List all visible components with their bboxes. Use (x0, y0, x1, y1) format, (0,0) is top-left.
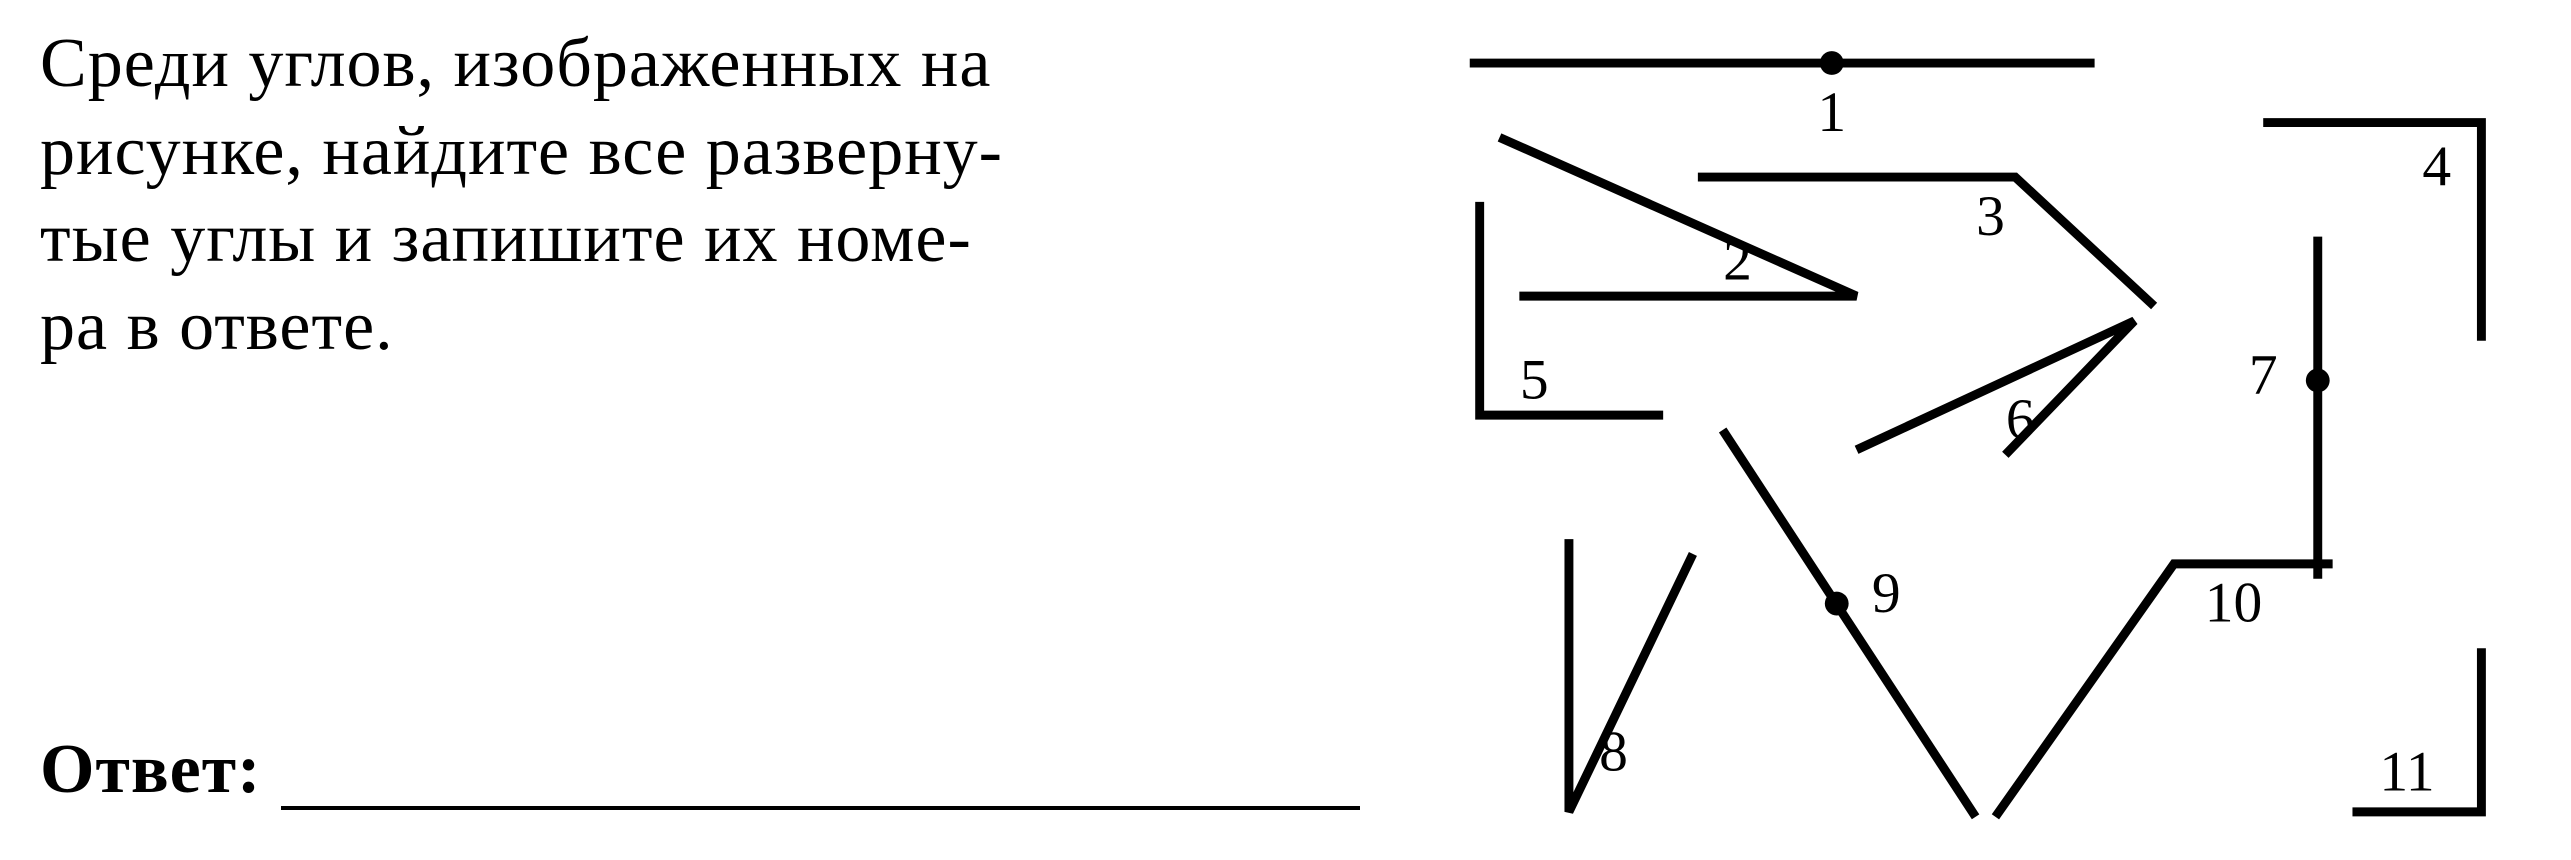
angle-vertex-dot-9 (1825, 592, 1849, 616)
angle-label-8: 8 (1599, 721, 1628, 784)
angle-path-3 (1698, 177, 2154, 306)
page-container: Среди углов, изображенных на рисунке, на… (0, 0, 2571, 860)
angle-label-2: 2 (1723, 230, 1752, 293)
problem-line: ра в ответе. (40, 283, 1400, 371)
angle-label-5: 5 (1520, 349, 1549, 412)
angle-label-3: 3 (1976, 185, 2005, 248)
angle-path-6 (1857, 321, 2135, 455)
angle-6: 6 (1857, 321, 2135, 455)
angle-label-4: 4 (2422, 135, 2451, 198)
angle-vertex-dot-1 (1820, 51, 1844, 75)
angle-5: 5 (1480, 202, 1663, 415)
angle-path-10 (1995, 564, 2332, 817)
angle-label-6: 6 (2006, 388, 2035, 451)
answer-row: Ответ: (40, 730, 1400, 810)
angle-vertex-dot-7 (2306, 369, 2330, 393)
angle-10: 10 (1995, 564, 2332, 817)
angle-label-9: 9 (1872, 562, 1901, 625)
figure-column: 1 2 3 4 5 6 7 8 9 10 11 (1440, 20, 2531, 840)
answer-blank-line (281, 806, 1360, 810)
angle-4: 4 (2263, 123, 2481, 341)
angle-1: 1 (1470, 51, 2095, 144)
angle-label-7: 7 (2249, 344, 2278, 407)
text-column: Среди углов, изображенных на рисунке, на… (40, 20, 1440, 840)
angle-11: 11 (2352, 648, 2481, 812)
answer-label: Ответ: (40, 730, 261, 810)
angles-diagram: 1 2 3 4 5 6 7 8 9 10 11 (1440, 20, 2531, 840)
angle-path-8 (1569, 539, 1693, 812)
problem-line: тые углы и запишите их номе- (40, 195, 1400, 283)
angle-label-11: 11 (2379, 740, 2434, 803)
problem-line: рисунке, найдите все разверну- (40, 108, 1400, 196)
angle-7: 7 (2249, 237, 2330, 579)
problem-statement: Среди углов, изображенных на рисунке, на… (40, 20, 1400, 370)
angle-path-2 (1500, 137, 1857, 296)
angle-9: 9 (1723, 430, 1976, 817)
angle-label-1: 1 (1817, 81, 1846, 144)
angle-path-9 (1723, 430, 1976, 817)
angle-label-10: 10 (2205, 572, 2263, 635)
angle-2: 2 (1500, 137, 1857, 296)
angle-3: 3 (1698, 177, 2154, 306)
angle-8: 8 (1569, 539, 1693, 812)
angle-path-5 (1480, 202, 1663, 415)
problem-line: Среди углов, изображенных на (40, 20, 1400, 108)
